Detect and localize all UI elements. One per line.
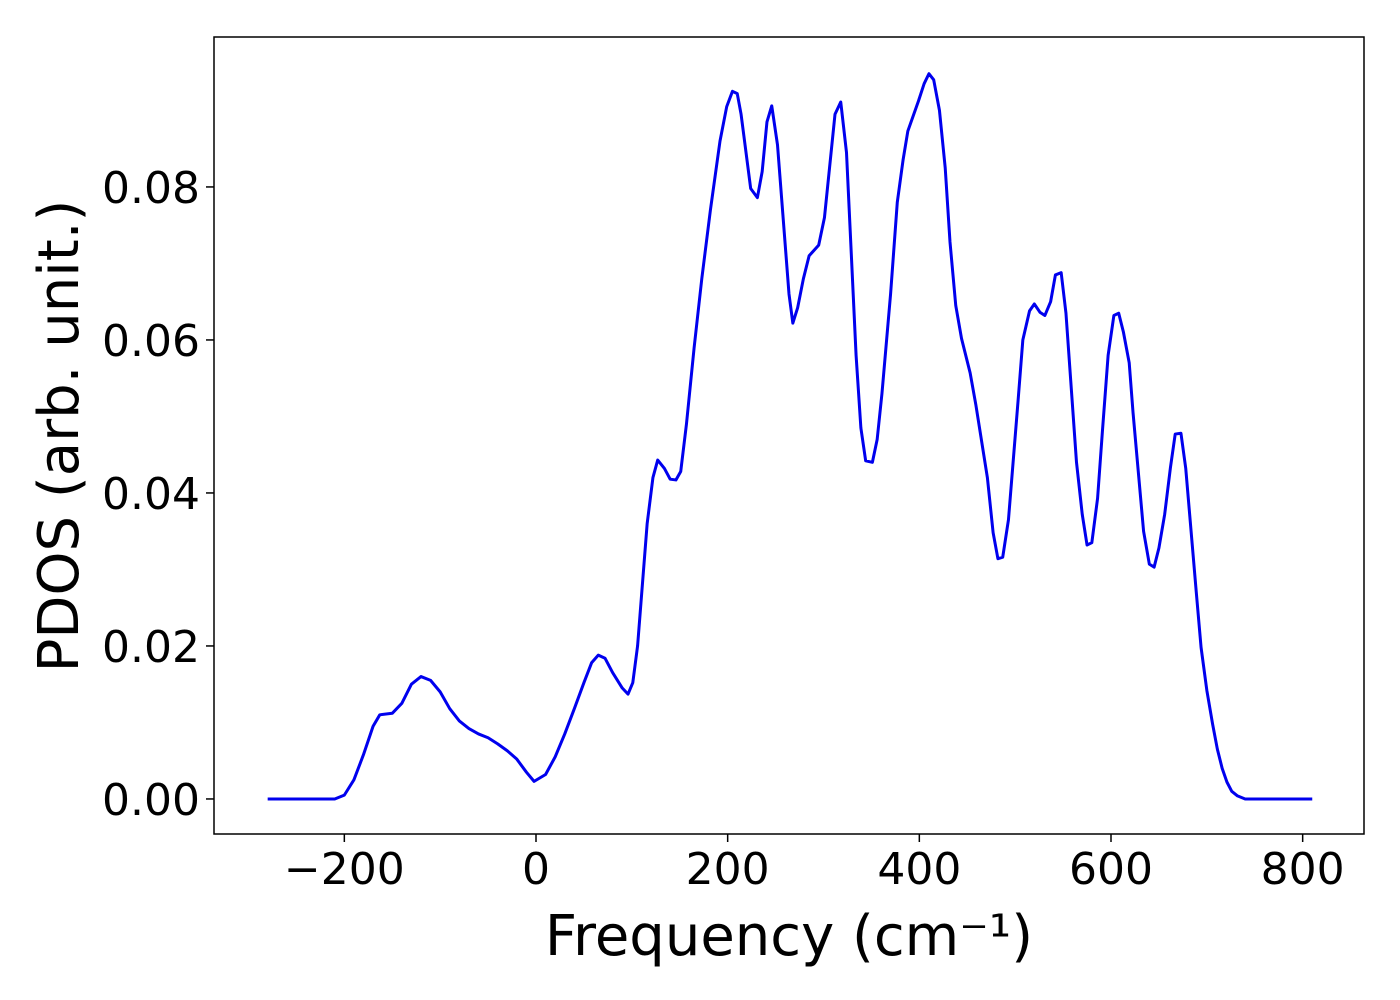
y-tick-label: 0.00 <box>102 775 200 826</box>
y-tick-label: 0.04 <box>102 469 200 520</box>
x-axis-label: Frequency (cm⁻¹) <box>545 904 1033 969</box>
x-tick-label: 200 <box>686 844 770 895</box>
plot-frame <box>213 36 1365 835</box>
x-tick-label: 600 <box>1069 844 1153 895</box>
y-axis-label: PDOS (arb. unit.) <box>27 200 92 673</box>
y-tick-label: 0.02 <box>102 622 200 673</box>
pdos-line <box>267 72 1313 801</box>
x-tick-label: 0 <box>522 844 550 895</box>
y-tick-label: 0.08 <box>102 163 200 214</box>
y-tick-label: 0.06 <box>102 316 200 367</box>
x-tick-label: −200 <box>284 844 405 895</box>
x-tick-label: 400 <box>877 844 961 895</box>
x-tick-label: 800 <box>1261 844 1345 895</box>
